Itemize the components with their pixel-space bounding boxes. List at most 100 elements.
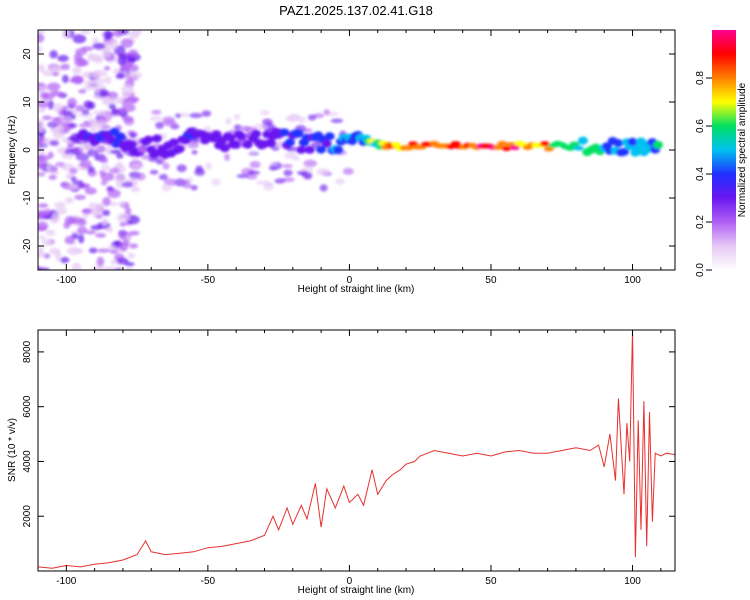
spectrogram-cell <box>342 167 354 175</box>
spectrogram-cell <box>72 66 82 75</box>
spectrogram-x-axis-label: Height of straight line (km) <box>298 284 415 295</box>
spectrogram-cell <box>107 189 121 199</box>
spectrogram-cell <box>81 108 90 116</box>
spectrogram-cell <box>67 136 78 141</box>
spectrogram-cell <box>112 97 124 104</box>
spectrogram-cell <box>47 100 55 110</box>
spectrogram-cell <box>104 40 119 51</box>
spectrogram-cell <box>333 145 344 154</box>
spectrogram-heatmap <box>38 30 664 270</box>
x-tick-label: -100 <box>56 576 76 587</box>
spectrogram-cell <box>253 123 268 130</box>
spectrogram-cell <box>47 151 54 159</box>
snr-panel: -100 -50 0 50 100 2000 4000 6000 8000 Height of… <box>7 329 676 596</box>
spectrogram-cell <box>63 221 71 229</box>
figure-title: PAZ1.2025.137.02.41.G18 <box>279 3 433 18</box>
spectrogram-cell <box>46 162 53 173</box>
spectrogram-cell <box>88 247 98 254</box>
spectrogram-cell <box>95 202 104 211</box>
spectrogram-cell <box>130 187 141 193</box>
spectrogram-cell <box>124 261 135 267</box>
spectrogram-ridge <box>75 127 664 159</box>
spectrogram-cell <box>38 33 45 43</box>
spectrogram-cell <box>104 76 112 85</box>
x-tick-label: 0 <box>347 576 353 587</box>
spectrogram-cell <box>299 127 313 133</box>
spectrogram-cell <box>62 74 69 84</box>
colorbar-tick-label: 0.8 <box>695 71 706 85</box>
x-tick-label: 100 <box>624 275 641 286</box>
spectrogram-cell <box>38 267 50 270</box>
spectrogram-cell <box>84 187 97 195</box>
spectrogram-cell <box>501 146 512 152</box>
spectrogram-cell <box>319 169 331 176</box>
spectrogram-cell <box>304 145 315 154</box>
spectrogram-cell <box>42 69 56 77</box>
spectrogram-cell <box>176 164 187 173</box>
spectrogram-cell <box>82 213 89 218</box>
spectrogram-cell <box>180 112 190 118</box>
spectrogram-cell <box>102 48 111 59</box>
spectrogram-cell <box>49 140 59 146</box>
spectrogram-cell <box>79 143 94 150</box>
spectrogram-cell <box>38 203 49 208</box>
spectrogram-cell <box>627 137 638 146</box>
spectrogram-cell <box>303 159 317 168</box>
spectrogram-cell <box>46 82 61 91</box>
spectrogram-cell <box>43 215 53 220</box>
spectrogram-cell <box>569 141 580 147</box>
spectrogram-cell <box>95 232 107 238</box>
spectrogram-cell <box>125 235 132 241</box>
spectrogram-cell <box>88 202 98 210</box>
spectrogram-y-ticks: -20 -10 0 10 20 <box>22 48 675 253</box>
spectrogram-cell <box>118 241 129 252</box>
spectrogram-cell <box>125 96 138 105</box>
spectrogram-cell <box>94 78 106 84</box>
spectrogram-cell <box>100 179 108 186</box>
snr-background <box>38 330 675 571</box>
spectrogram-cell <box>113 267 123 270</box>
spectrogram-cell <box>67 97 77 108</box>
spectrogram-cell <box>109 167 120 174</box>
spectrogram-cell <box>321 139 332 148</box>
x-tick-label: 50 <box>485 576 497 587</box>
spectrogram-cell <box>75 152 90 161</box>
spectrogram-cell <box>57 54 69 62</box>
spectrogram-cell <box>403 145 414 151</box>
spectrogram-cell <box>211 130 222 139</box>
spectrogram-cell <box>156 160 164 165</box>
spectrogram-cell <box>75 105 85 112</box>
spectrogram-cell <box>92 42 106 50</box>
spectrogram-cell <box>190 184 198 191</box>
spectrogram-cell <box>249 161 261 169</box>
y-tick-label: -10 <box>22 190 33 205</box>
spectrogram-cell <box>137 144 148 153</box>
spectrogram-cell <box>67 122 78 129</box>
spectrogram-cell <box>246 174 258 180</box>
spectrogram-cell <box>123 117 135 126</box>
spectrogram-cell <box>158 173 168 181</box>
spectrogram-cell <box>38 108 47 113</box>
spectrogram-cell <box>38 122 45 132</box>
spectrogram-cell <box>619 147 630 156</box>
spectrogram-cell <box>45 229 56 236</box>
colorbar-tick-label: 0.4 <box>695 167 706 181</box>
spectrogram-cell <box>653 140 664 149</box>
spectrogram-cell <box>72 34 87 44</box>
spectrogram-cell <box>263 183 275 191</box>
y-tick-label: 4000 <box>22 450 33 473</box>
spectrogram-cell <box>110 149 122 155</box>
spectrogram-cell <box>64 197 74 204</box>
spectrogram-cell <box>47 121 59 129</box>
spectrogram-cell <box>577 136 588 145</box>
spectrogram-cell <box>62 110 73 115</box>
spectrogram-cell <box>127 64 139 73</box>
spectrogram-cell <box>316 145 327 154</box>
spectrogram-cell <box>105 227 114 233</box>
y-tick-label: 10 <box>22 96 33 108</box>
spectrogram-cell <box>115 73 125 79</box>
spectrogram-cell <box>119 221 127 227</box>
spectrogram-cell <box>259 110 270 116</box>
spectrogram-cell <box>112 30 124 38</box>
